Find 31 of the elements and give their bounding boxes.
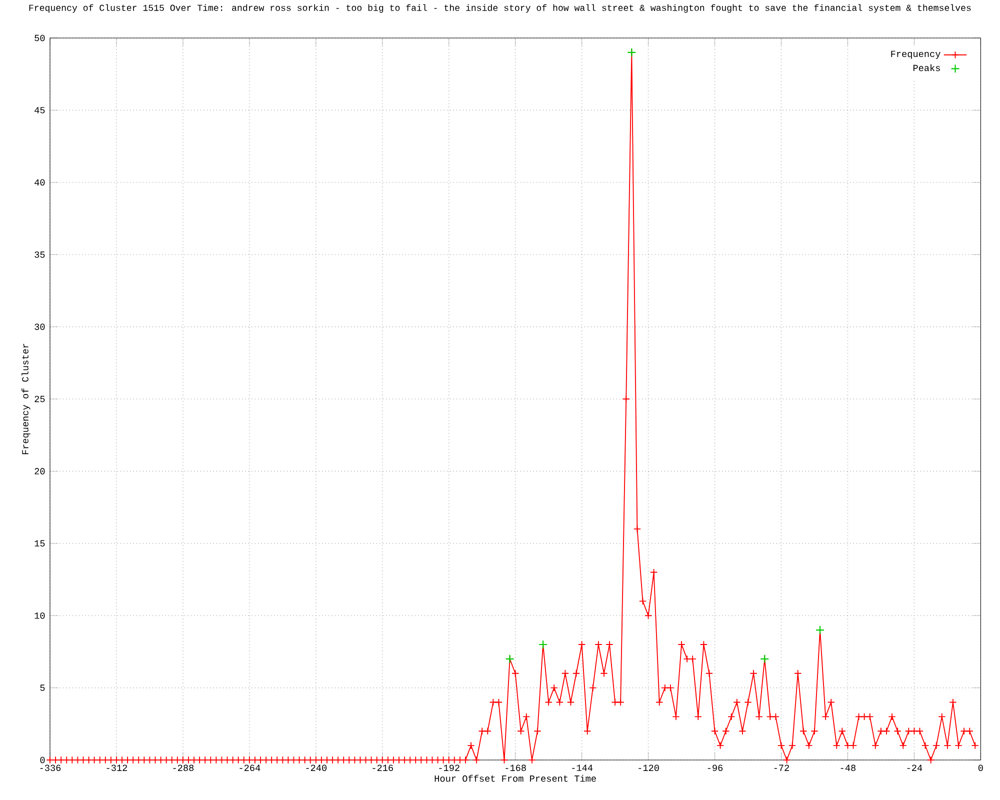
y-tick-label: 20 [34, 468, 45, 474]
y-tick-label: 50 [34, 34, 45, 42]
y-tick-label: 35 [34, 251, 45, 258]
chart-title: Frequency of Cluster 1515 Over Time: andrew ross sorkin - too big to fail - the inside story of how wall street & washington fought to save the financial system & themselves [29, 4, 971, 13]
x-tick-label: -144 [572, 764, 593, 771]
x-tick-label: -48 [840, 764, 856, 772]
x-tick-label: -264 [240, 764, 260, 772]
x-tick-label: -168 [506, 764, 526, 772]
y-tick-label: 15 [34, 540, 45, 547]
x-tick-label: -192 [439, 764, 460, 772]
x-tick-label: -96 [708, 764, 723, 772]
x-tick-label: -288 [173, 764, 194, 772]
y-tick-label: 5 [40, 684, 45, 691]
x-tick-label: -72 [774, 764, 789, 771]
y-axis-title: Frequency of Cluster [22, 344, 30, 454]
x-axis-title: Hour Offset From Present Time [434, 774, 596, 782]
x-tick-label: -24 [907, 764, 922, 771]
y-tick-label: 10 [34, 612, 45, 619]
y-tick-label: 25 [34, 396, 45, 402]
x-tick-label: -120 [638, 764, 659, 772]
x-tick-label: -312 [106, 764, 128, 772]
x-tick-label: -240 [306, 764, 327, 772]
legend-label: Frequency [891, 50, 940, 59]
x-tick-label: -336 [40, 764, 61, 772]
x-tick-label: -216 [372, 764, 393, 772]
legend-label: Peaks [913, 64, 940, 72]
x-tick-label: 0 [978, 764, 983, 772]
y-tick-label: 0 [40, 756, 45, 764]
y-tick-label: 40 [34, 179, 45, 186]
y-tick-label: 45 [34, 107, 45, 114]
y-tick-label: 30 [34, 324, 45, 330]
